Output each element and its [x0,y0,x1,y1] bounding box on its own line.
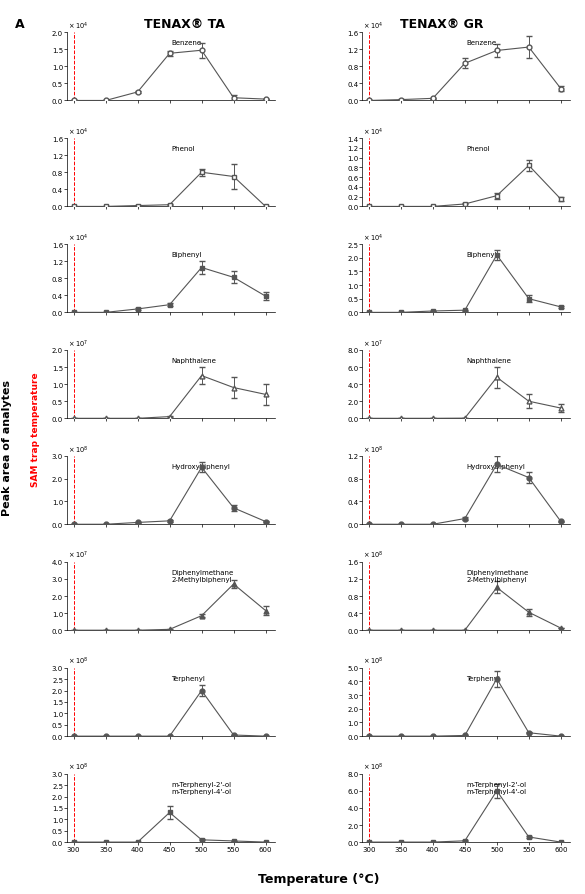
Text: m-Terphenyl-2'-ol
m-Terphenyl-4'-ol: m-Terphenyl-2'-ol m-Terphenyl-4'-ol [171,780,231,794]
Text: Peak area of analytes: Peak area of analytes [2,379,12,515]
Text: Benzene: Benzene [171,40,201,46]
Text: Naphthalene: Naphthalene [466,358,511,363]
Text: m-Terphenyl-2'-ol
m-Terphenyl-4'-ol: m-Terphenyl-2'-ol m-Terphenyl-4'-ol [466,780,526,794]
Text: ${}\times10^{7}$: ${}\times10^{7}$ [363,338,384,350]
Text: ${}\times10^{8}$: ${}\times10^{8}$ [67,655,88,667]
Text: ${}\times10^{4}$: ${}\times10^{4}$ [363,126,384,138]
Text: ${}\times10^{8}$: ${}\times10^{8}$ [363,761,384,772]
Text: ${}\times10^{7}$: ${}\times10^{7}$ [67,338,88,350]
Text: ${}\times10^{4}$: ${}\times10^{4}$ [363,232,384,243]
Text: Terphenyl: Terphenyl [171,675,205,681]
Text: Diphenylmethane
2-Methylbiphenyl: Diphenylmethane 2-Methylbiphenyl [466,569,529,583]
Text: ${}\times10^{8}$: ${}\times10^{8}$ [67,761,88,772]
Text: ${}\times10^{8}$: ${}\times10^{8}$ [67,443,88,455]
Text: Benzene: Benzene [466,40,497,46]
Text: TENAX® GR: TENAX® GR [400,18,483,31]
Text: Temperature (°C): Temperature (°C) [258,872,380,885]
Text: ${}\times10^{7}$: ${}\times10^{7}$ [67,550,88,561]
Text: Phenol: Phenol [466,146,490,152]
Text: ${}\times10^{8}$: ${}\times10^{8}$ [363,550,384,561]
Text: Phenol: Phenol [171,146,195,152]
Text: ${}\times10^{8}$: ${}\times10^{8}$ [363,443,384,455]
Text: ${}\times10^{8}$: ${}\times10^{8}$ [363,655,384,667]
Text: ${}\times10^{4}$: ${}\times10^{4}$ [67,232,88,243]
Text: Biphenyl: Biphenyl [171,251,202,257]
Text: ${}\times10^{4}$: ${}\times10^{4}$ [67,21,88,31]
Text: Biphenyl: Biphenyl [466,251,497,257]
Text: TENAX® TA: TENAX® TA [144,18,225,31]
Text: Naphthalene: Naphthalene [171,358,216,363]
Text: SAM trap temperature: SAM trap temperature [30,372,40,486]
Text: ${}\times10^{4}$: ${}\times10^{4}$ [67,126,88,138]
Text: ${}\times10^{4}$: ${}\times10^{4}$ [363,21,384,31]
Text: A: A [15,18,24,31]
Text: Terphenyl: Terphenyl [466,675,500,681]
Text: Diphenylmethane
2-Methylbiphenyl: Diphenylmethane 2-Methylbiphenyl [171,569,233,583]
Text: Hydroxybiphenyl: Hydroxybiphenyl [466,463,525,469]
Text: Hydroxybiphenyl: Hydroxybiphenyl [171,463,230,469]
